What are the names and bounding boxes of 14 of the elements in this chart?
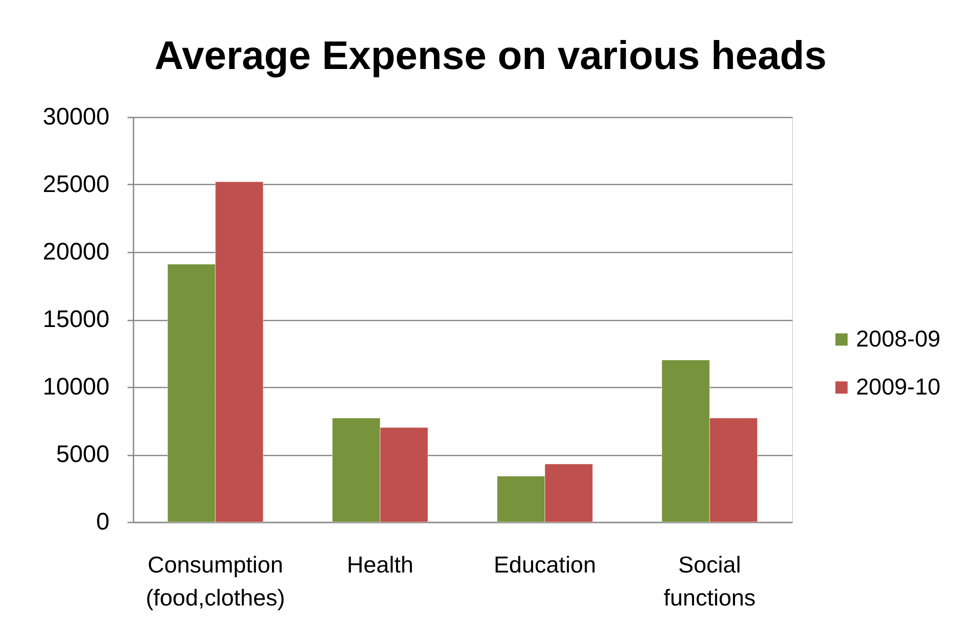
legend-label: 2008-09 — [856, 326, 940, 352]
x-tick-label: Consumption (food,clothes) — [146, 552, 286, 610]
x-tick-label: Social functions — [664, 552, 756, 610]
y-tick-label: 0 — [96, 508, 110, 536]
y-tick-label: 5000 — [56, 441, 110, 468]
x-tick-label: Health — [346, 552, 414, 578]
y-tick-label: 25000 — [42, 171, 110, 198]
chart-title: Average Expense on various heads — [154, 34, 827, 78]
legend-label: 2009-10 — [856, 374, 940, 400]
y-tick-label: 20000 — [42, 238, 110, 266]
y-tick-label: 30000 — [42, 104, 110, 130]
x-tick-label: Education — [494, 552, 596, 578]
y-tick-label: 15000 — [42, 306, 110, 333]
y-tick-label: 10000 — [42, 374, 110, 400]
